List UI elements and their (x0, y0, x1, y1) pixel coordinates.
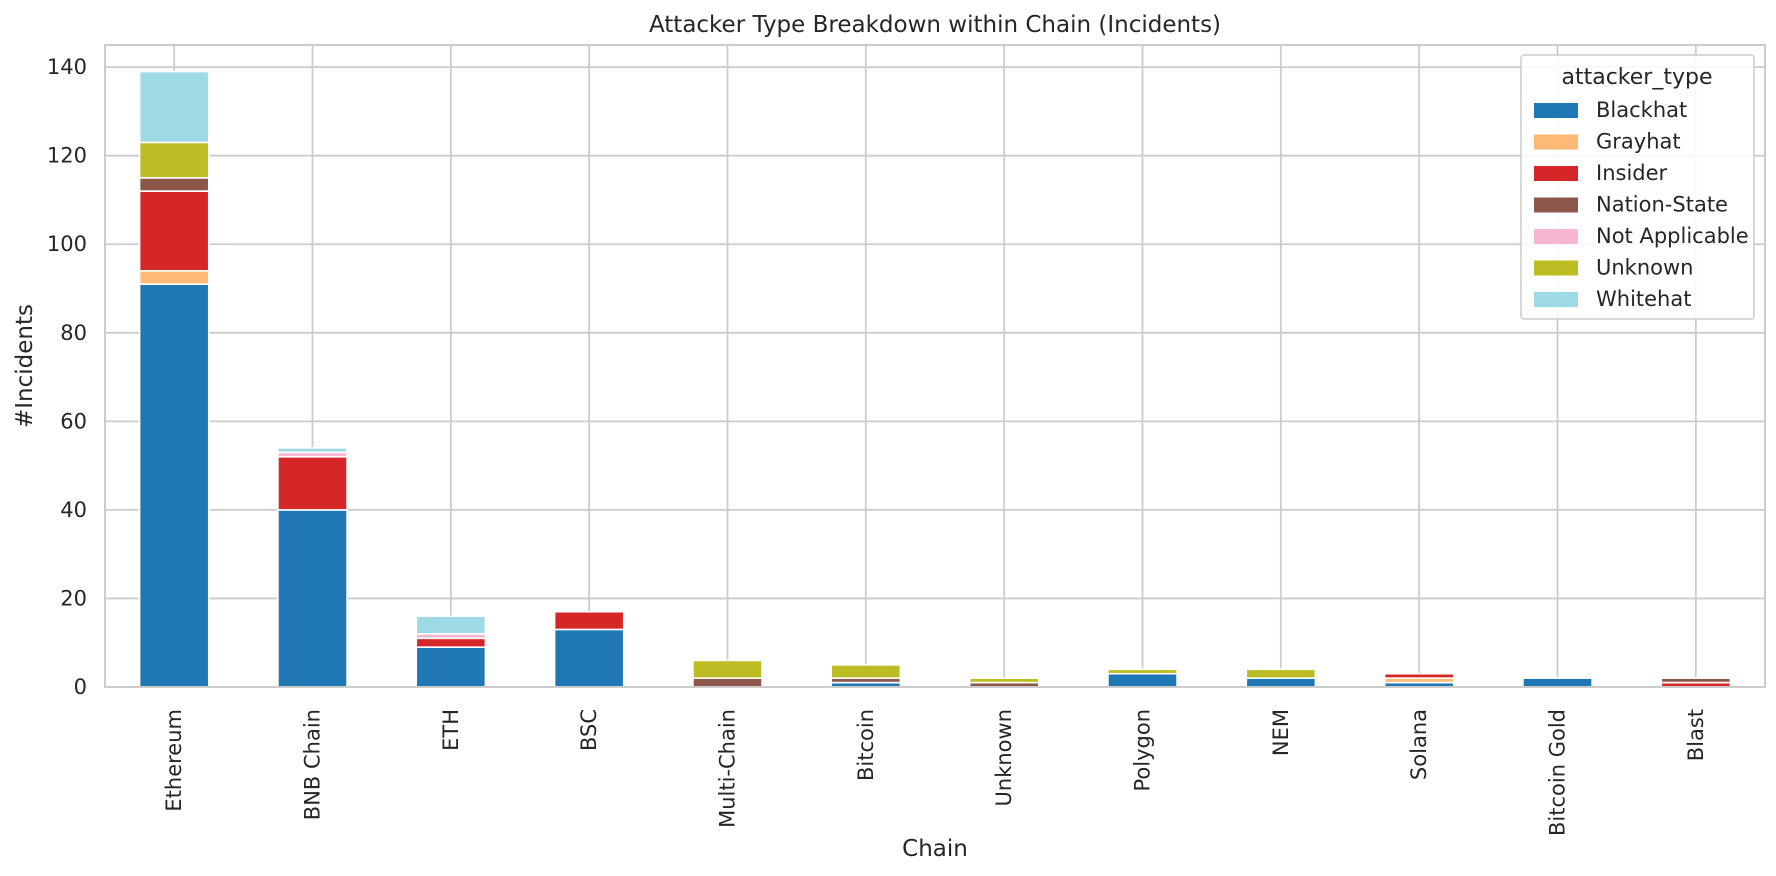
bar-layer (138, 70, 1732, 688)
legend-label: Whitehat (1596, 287, 1691, 311)
bar-segment (1107, 672, 1178, 688)
legend-swatch (1534, 292, 1578, 307)
legend-swatch (1534, 260, 1578, 276)
bar-segment (553, 610, 625, 631)
bar-segment (277, 447, 348, 454)
legend-label: Not Applicable (1596, 224, 1749, 248)
y-tick-label: 60 (60, 409, 87, 433)
chart-title: Attacker Type Breakdown within Chain (In… (649, 12, 1221, 38)
legend-swatch (1534, 134, 1578, 150)
bar-segment (277, 455, 348, 511)
x-tick-label: ETH (439, 709, 463, 751)
bar-segment (1383, 672, 1455, 679)
y-tick-label: 140 (47, 55, 87, 79)
legend-frame (1520, 54, 1755, 320)
bar-segment (138, 70, 210, 144)
bar-segment (277, 509, 348, 688)
y-tick-label: 0 (74, 675, 87, 699)
bar-segment (830, 664, 902, 679)
legend-label: Insider (1596, 161, 1668, 185)
legend: attacker_type Blackhat Grayhat Insider Nati… (1520, 54, 1755, 320)
plot-frame (104, 44, 1766, 688)
legend-swatch (1534, 166, 1578, 181)
legend-swatch (1534, 103, 1578, 118)
bar-segment (692, 659, 763, 679)
legend-swatch (1534, 197, 1578, 213)
y-tick-label: 80 (60, 321, 87, 345)
bar-segment (1522, 677, 1593, 688)
bar-segment (968, 677, 1040, 684)
x-tick-label: BSC (577, 709, 601, 751)
legend-items: Blackhat Grayhat Insider Nation-State Not Ap… (1534, 98, 1749, 311)
bar-segment (415, 637, 487, 648)
x-tick-label: Bitcoin Gold (1546, 709, 1570, 836)
y-tick-label: 100 (47, 232, 87, 256)
bar-segment (138, 141, 210, 179)
x-tick-label: Polygon (1131, 709, 1155, 792)
bar-segment (138, 177, 210, 192)
bar-segment (1245, 668, 1317, 679)
y-axis-title: #Incidents (12, 304, 38, 428)
x-tick-label: NEM (1269, 709, 1293, 756)
bar-segment (692, 677, 763, 688)
y-tick-labels: 0 20 40 60 80 100 120 140 (47, 55, 87, 699)
x-tick-labels: Ethereum BNB Chain ETH BSC Multi-Chain Bitcoi… (162, 709, 1708, 836)
bar-segment (138, 190, 210, 272)
bar-segment (1245, 677, 1317, 688)
legend-title: attacker_type (1562, 65, 1713, 90)
y-tick-label: 40 (60, 498, 87, 522)
y-tick-label: 120 (47, 144, 87, 168)
legend-swatch (1534, 229, 1578, 244)
x-axis-title: Chain (902, 836, 968, 862)
y-tick-label: 20 (60, 586, 87, 610)
legend-label: Grayhat (1596, 130, 1681, 154)
bar-segment (1660, 677, 1732, 684)
legend-label: Blackhat (1596, 98, 1687, 122)
x-tick-label: Solana (1407, 709, 1431, 780)
legend-label: Nation-State (1596, 193, 1728, 217)
bar-segment (415, 615, 487, 635)
bar-segment (415, 646, 487, 688)
x-tick-label: Bitcoin (854, 709, 878, 781)
x-tick-label: Ethereum (162, 709, 186, 812)
grid-layer (105, 45, 1765, 688)
bar-segment (138, 283, 210, 688)
bar-segment (138, 270, 210, 285)
bar-segment (1107, 668, 1178, 675)
x-tick-label: Multi-Chain (716, 709, 740, 828)
x-tick-label: Blast (1684, 709, 1708, 761)
x-tick-label: Unknown (992, 709, 1016, 806)
x-tick-label: BNB Chain (301, 709, 325, 820)
bar-segment (553, 628, 625, 688)
legend-label: Unknown (1596, 256, 1693, 280)
